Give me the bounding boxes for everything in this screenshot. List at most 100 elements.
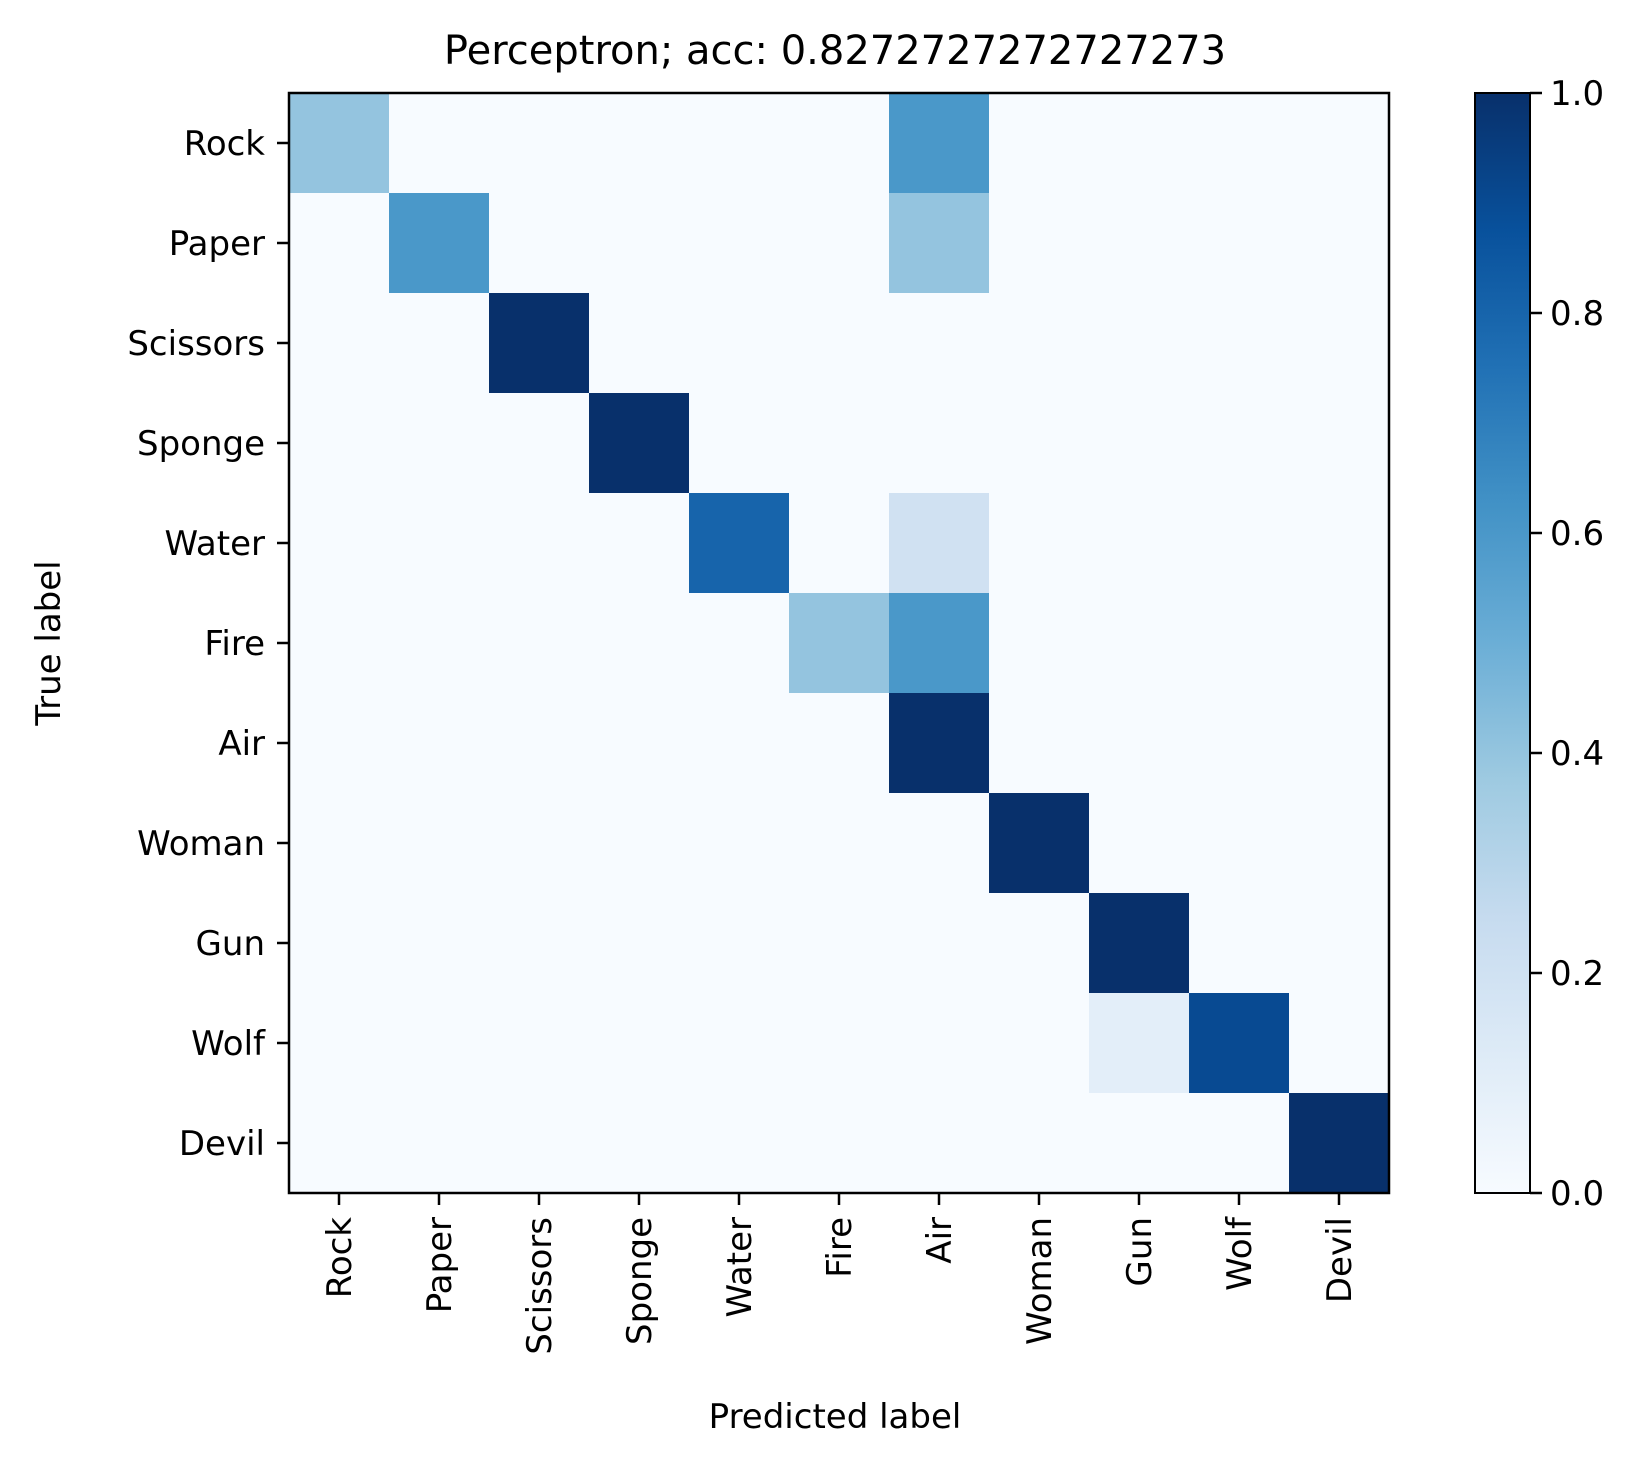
heatmap-cell [589, 893, 690, 994]
y-tick-label: Woman [137, 824, 265, 864]
heatmap-cell [489, 93, 590, 194]
y-axis-ticks: Rock Paper Scissors Sponge Water Fire Air Woman… [127, 124, 289, 1164]
heatmap-cell [589, 293, 690, 394]
heatmap-cell [289, 593, 390, 694]
chart-title: Perceptron; acc: 0.8272727272727273 [444, 28, 1226, 74]
heatmap-cell [489, 993, 590, 1094]
heatmap-cell [1289, 193, 1390, 294]
heatmap-cell [1089, 893, 1190, 994]
y-axis-label: True label [29, 560, 69, 726]
heatmap-cell [589, 993, 690, 1094]
heatmap-cell [389, 693, 490, 794]
heatmap-cell [589, 93, 690, 194]
heatmap-cell [489, 393, 590, 494]
heatmap-cell [289, 93, 390, 194]
heatmap-cell [289, 193, 390, 294]
heatmap-cell [289, 893, 390, 994]
heatmap-cell [1189, 993, 1290, 1094]
heatmap-cells [289, 93, 1390, 1194]
y-tick-label: Rock [184, 124, 266, 164]
heatmap-cell [389, 793, 490, 894]
heatmap-cell [889, 693, 990, 794]
y-tick-label: Paper [169, 224, 265, 264]
colorbar-ticks: 0.0 0.2 0.4 0.6 0.8 1.0 [1530, 74, 1604, 1214]
colorbar-tick-label: 0.0 [1550, 1174, 1604, 1214]
heatmap-cell [1289, 393, 1390, 494]
x-tick-label: Gun [1120, 1217, 1160, 1286]
heatmap-cell [1289, 1093, 1390, 1194]
heatmap-cell [389, 193, 490, 294]
x-tick-label: Air [920, 1217, 960, 1264]
heatmap-cell [589, 393, 690, 494]
x-tick-label: Scissors [520, 1217, 560, 1355]
heatmap-cell [1089, 593, 1190, 694]
heatmap-cell [489, 893, 590, 994]
heatmap-cell [489, 493, 590, 594]
heatmap-cell [389, 1093, 490, 1194]
heatmap-cell [389, 893, 490, 994]
heatmap-cell [1089, 293, 1190, 394]
x-tick-label: Water [720, 1217, 760, 1318]
heatmap-cell [689, 93, 790, 194]
heatmap-cell [489, 1093, 590, 1194]
heatmap-cell [389, 93, 490, 194]
heatmap-cell [989, 93, 1090, 194]
heatmap-cell [289, 693, 390, 794]
x-tick-label: Wolf [1220, 1216, 1260, 1291]
heatmap-cell [1089, 1093, 1190, 1194]
heatmap-cell [289, 793, 390, 894]
heatmap-cell [889, 893, 990, 994]
heatmap-cell [789, 93, 890, 194]
heatmap-cell [689, 293, 790, 394]
x-tick-label: Woman [1020, 1217, 1060, 1345]
heatmap-cell [789, 293, 890, 394]
heatmap-cell [989, 1093, 1090, 1194]
heatmap-cell [889, 93, 990, 194]
x-axis-ticks: Rock Paper Scissors Sponge Water Fire Air Woman… [320, 1193, 1360, 1355]
heatmap-cell [689, 993, 790, 1094]
heatmap-cell [289, 293, 390, 394]
x-tick-label: Rock [320, 1217, 360, 1299]
heatmap-cell [889, 793, 990, 894]
heatmap-cell [989, 293, 1090, 394]
colorbar [1474, 92, 1531, 1194]
heatmap-cell [1289, 93, 1390, 194]
x-tick-label: Paper [420, 1217, 460, 1313]
colorbar-tick-label: 0.4 [1550, 734, 1604, 774]
heatmap-cell [989, 593, 1090, 694]
heatmap-cell [1089, 493, 1190, 594]
heatmap-cell [489, 293, 590, 394]
heatmap-cell [889, 993, 990, 1094]
heatmap-cell [689, 493, 790, 594]
heatmap-cell [1189, 193, 1290, 294]
heatmap-cell [989, 393, 1090, 494]
heatmap-cell [1289, 293, 1390, 394]
heatmap-cell [289, 393, 390, 494]
heatmap-cell [1289, 893, 1390, 994]
heatmap-cell [389, 293, 490, 394]
heatmap-cell [989, 793, 1090, 894]
heatmap-cell [789, 793, 890, 894]
heatmap-cell [389, 493, 490, 594]
heatmap-cell [589, 1093, 690, 1194]
heatmap-cell [689, 893, 790, 994]
heatmap-cell [989, 893, 1090, 994]
heatmap-cell [989, 693, 1090, 794]
heatmap-cell [389, 993, 490, 1094]
heatmap-cell [689, 793, 790, 894]
y-tick-label: Air [218, 724, 265, 764]
heatmap-cell [489, 193, 590, 294]
heatmap-cell [289, 1093, 390, 1194]
y-tick-label: Scissors [127, 324, 265, 364]
colorbar-tick-label: 0.6 [1550, 514, 1604, 554]
heatmap-cell [289, 993, 390, 1094]
x-axis-label: Predicted label [709, 1397, 962, 1437]
heatmap-cell [589, 493, 690, 594]
heatmap-cell [989, 193, 1090, 294]
heatmap-cell [589, 193, 690, 294]
heatmap-cell [1089, 693, 1190, 794]
heatmap-cell [789, 193, 890, 294]
heatmap-cell [589, 693, 690, 794]
y-tick-label: Wolf [191, 1024, 266, 1064]
